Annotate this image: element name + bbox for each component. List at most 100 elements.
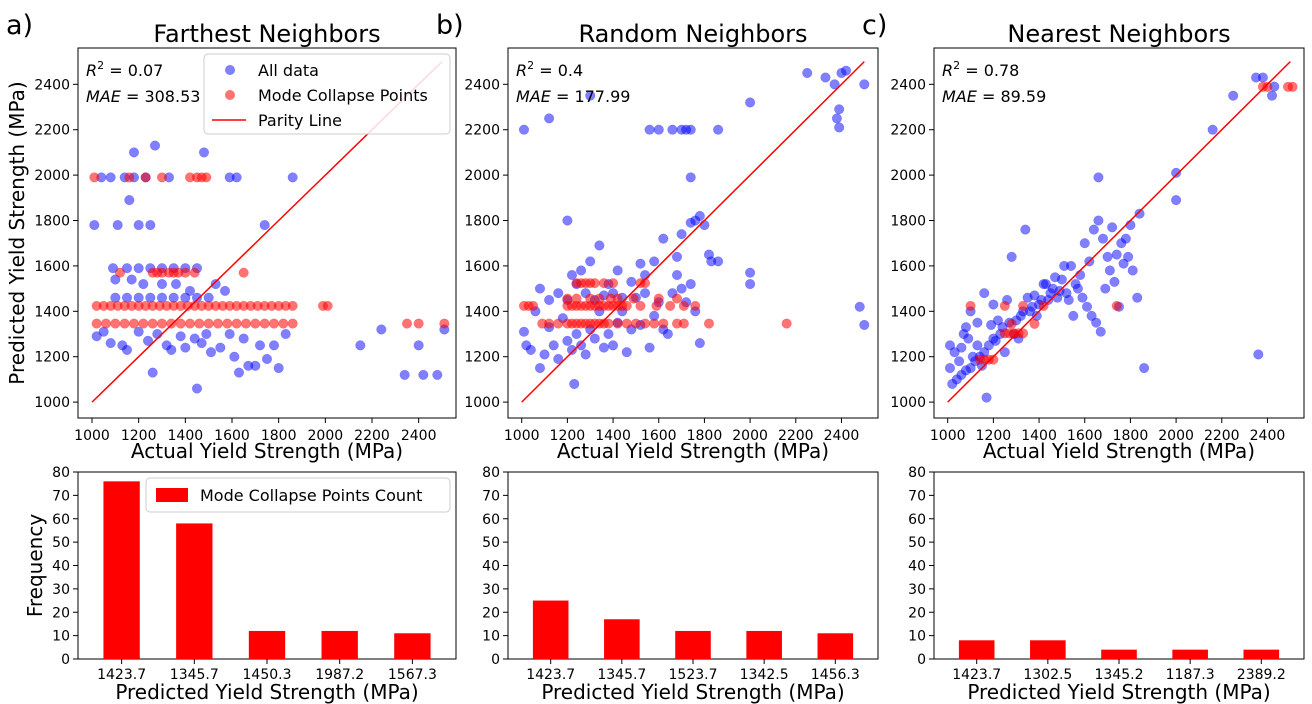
- data-point: [1139, 363, 1149, 373]
- data-point: [269, 341, 279, 351]
- data-point: [220, 286, 230, 296]
- mae-value: = 177.99: [551, 87, 631, 106]
- data-point: [700, 220, 710, 230]
- r2-annotation: R2 = 0.4: [516, 59, 583, 80]
- data-point: [150, 141, 160, 151]
- mode-collapse-point: [1018, 301, 1028, 311]
- y-tick-label: 20: [908, 605, 926, 621]
- data-point: [608, 341, 618, 351]
- y-tick-label: 60: [908, 512, 926, 528]
- r2-value: = 0.4: [534, 61, 583, 80]
- y-tick-label: 1000: [464, 395, 500, 411]
- data-point: [202, 329, 212, 339]
- data-point: [636, 259, 646, 269]
- data-point: [859, 320, 869, 330]
- data-point: [1094, 173, 1104, 183]
- y-tick-label: 2400: [890, 77, 926, 93]
- mode-collapse-point: [167, 319, 177, 329]
- data-point: [963, 334, 973, 344]
- panel-label: c): [862, 10, 887, 41]
- y-tick-label: 0: [917, 652, 926, 668]
- y-tick-label: 70: [908, 488, 926, 504]
- data-point: [1064, 295, 1074, 305]
- mae-symbol: MAE: [86, 87, 122, 106]
- data-point: [356, 341, 366, 351]
- bar: [322, 631, 358, 659]
- data-point: [645, 343, 655, 353]
- bar: [604, 619, 640, 659]
- data-point: [1135, 209, 1145, 219]
- data-point: [841, 66, 851, 76]
- data-point: [859, 80, 869, 90]
- mode-collapse-point: [141, 173, 151, 183]
- legend-marker-all-data: [225, 65, 235, 75]
- y-axis-label: Frequency: [23, 514, 47, 617]
- mode-collapse-point: [782, 319, 792, 329]
- y-tick-label: 1200: [890, 350, 926, 366]
- scatter-panel: b) Random Neighbors 1000 1200 1400 1600 1800 20…: [436, 10, 878, 463]
- mode-collapse-point: [288, 301, 298, 311]
- y-tick-label: 40: [52, 559, 70, 575]
- mode-collapse-point: [120, 319, 130, 329]
- data-point: [134, 263, 144, 273]
- mode-collapse-point: [269, 319, 279, 329]
- legend-marker-bar: [156, 488, 188, 502]
- y-tick-label: 1800: [34, 214, 70, 230]
- y-tick-label: 1800: [464, 214, 500, 230]
- chart-title: Random Neighbors: [578, 20, 807, 48]
- data-point: [1059, 261, 1069, 271]
- panel-label: b): [436, 10, 464, 41]
- data-point: [1007, 252, 1017, 262]
- y-tick-label: 30: [908, 582, 926, 598]
- data-point: [251, 361, 261, 371]
- bar-panel: 010203040506070801423.7 1345.7 1523.7 1342.…: [482, 465, 878, 704]
- data-point: [1075, 270, 1085, 280]
- data-point: [519, 327, 529, 337]
- data-point: [663, 329, 673, 339]
- data-point: [613, 266, 623, 276]
- data-point: [129, 148, 139, 158]
- data-point: [1208, 125, 1218, 135]
- legend-label: Mode Collapse Points Count: [200, 486, 422, 505]
- data-point: [802, 68, 812, 78]
- legend-label-parity: Parity Line: [258, 111, 342, 130]
- mode-collapse-point: [649, 319, 659, 329]
- y-tick-label: 50: [908, 535, 926, 551]
- bar: [1244, 650, 1280, 659]
- data-point: [622, 347, 632, 357]
- mode-collapse-point: [622, 301, 632, 311]
- y-axis-label: Predicted Yield Strength (MPa): [5, 81, 29, 384]
- data-point: [1254, 350, 1264, 360]
- mode-collapse-point: [101, 319, 111, 329]
- mode-collapse-point: [202, 173, 212, 183]
- mode-collapse-point: [157, 319, 167, 329]
- data-point: [199, 148, 209, 158]
- data-point: [153, 329, 163, 339]
- r2-superscript: 2: [953, 59, 960, 72]
- mode-collapse-point: [631, 319, 641, 329]
- data-point: [973, 318, 983, 328]
- mode-collapse-point: [176, 319, 186, 329]
- panel-label: a): [6, 10, 33, 41]
- r2-superscript: 2: [527, 59, 534, 72]
- data-point: [274, 363, 284, 373]
- data-point: [640, 288, 650, 298]
- mode-collapse-point: [1007, 319, 1017, 329]
- mode-collapse-point: [654, 294, 664, 304]
- chart-title: Nearest Neighbors: [1007, 20, 1230, 48]
- data-point: [1069, 311, 1079, 321]
- mode-collapse-point: [544, 319, 554, 329]
- bar: [746, 631, 782, 659]
- data-point: [627, 277, 637, 287]
- y-tick-label: 1600: [34, 259, 70, 275]
- bar: [249, 631, 285, 659]
- mode-collapse-point: [665, 301, 675, 311]
- data-point: [832, 114, 842, 124]
- mode-collapse-point: [679, 301, 689, 311]
- x-axis-label: Predicted Yield Strength (MPa): [967, 680, 1270, 704]
- mode-collapse-point: [129, 319, 139, 329]
- bar: [176, 523, 212, 659]
- data-point: [695, 211, 705, 221]
- mode-collapse-point: [1288, 82, 1298, 92]
